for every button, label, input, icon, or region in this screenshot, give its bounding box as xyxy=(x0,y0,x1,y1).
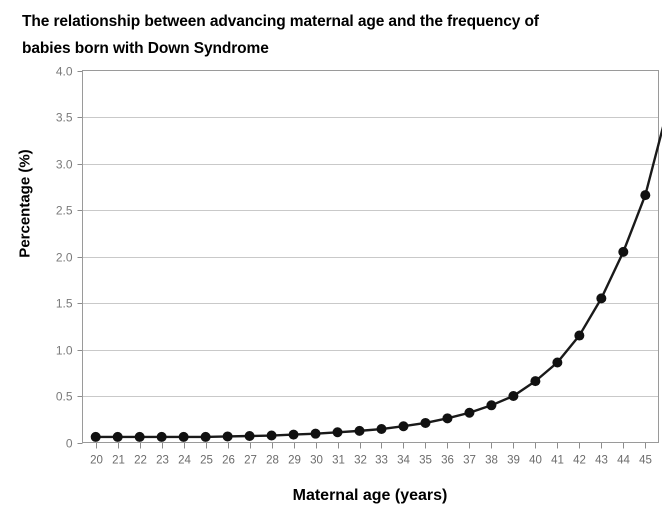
y-tick-label: 1.5 xyxy=(56,297,73,311)
data-point xyxy=(90,431,101,442)
data-point xyxy=(398,421,409,432)
x-tick-label: 20 xyxy=(90,455,103,467)
y-tick-label: 2.0 xyxy=(56,251,73,265)
data-point xyxy=(574,330,585,341)
x-tick-label: 21 xyxy=(112,455,125,467)
data-point xyxy=(288,429,299,440)
data-point xyxy=(376,424,387,435)
x-tick-label: 31 xyxy=(332,455,345,467)
x-tick-label: 38 xyxy=(485,455,498,467)
y-tick-label: 3.5 xyxy=(56,111,73,125)
x-tick-label: 26 xyxy=(222,455,235,467)
x-tick-label: 29 xyxy=(288,455,301,467)
x-tick-labels-group: 20 21 22 23 24 25 26 27 28 29 30 31 32 33 34 35 36 37 38 39… xyxy=(90,455,652,467)
data-point xyxy=(134,431,145,442)
data-point xyxy=(112,431,123,442)
y-tick-label: 4.0 xyxy=(56,65,73,79)
y-tick-label: 0.5 xyxy=(56,390,73,404)
gridlines-group xyxy=(82,117,659,397)
data-point xyxy=(420,417,431,428)
x-tick-label: 35 xyxy=(419,455,432,467)
y-tick-label: 1.0 xyxy=(56,344,73,358)
x-tick-label: 23 xyxy=(156,455,169,467)
data-point xyxy=(640,190,651,201)
data-point xyxy=(596,293,607,304)
x-tick-label: 40 xyxy=(529,455,542,467)
y-tick-label: 2.5 xyxy=(56,204,73,218)
x-tick-label: 43 xyxy=(595,455,608,467)
x-tick-label: 41 xyxy=(551,455,564,467)
data-point xyxy=(464,407,475,418)
x-tick-label: 32 xyxy=(354,455,367,467)
x-tick-label: 34 xyxy=(397,455,410,467)
chart-title-line-2: babies born with Down Syndrome xyxy=(22,40,269,57)
x-tick-label: 28 xyxy=(266,455,279,467)
x-tick-label: 22 xyxy=(134,455,147,467)
chart-title: The relationship between advancing mater… xyxy=(22,8,642,62)
data-point xyxy=(244,430,255,441)
x-axis-title: Maternal age (years) xyxy=(292,487,448,504)
data-point xyxy=(222,431,233,442)
data-point xyxy=(178,431,189,442)
x-tick-label: 45 xyxy=(639,455,652,467)
data-point xyxy=(552,357,563,368)
data-point xyxy=(618,246,629,257)
data-point xyxy=(200,431,211,442)
data-series-line xyxy=(94,126,662,439)
plot-frame xyxy=(81,69,660,444)
x-tickmarks-group xyxy=(96,442,646,449)
data-point xyxy=(530,376,541,387)
x-tick-label: 24 xyxy=(178,455,191,467)
x-tick-label: 42 xyxy=(573,455,586,467)
x-tick-label: 44 xyxy=(617,455,630,467)
data-point xyxy=(442,413,453,424)
data-point xyxy=(508,391,519,401)
data-point xyxy=(156,431,167,442)
data-points-group xyxy=(90,190,651,442)
data-point xyxy=(332,427,343,438)
y-tick-labels-group: 0 0.5 1.0 1.5 2.0 2.5 3.0 3.5 4.0 xyxy=(56,65,73,451)
data-point xyxy=(310,428,321,439)
data-point xyxy=(486,400,497,411)
data-point xyxy=(354,425,365,436)
x-tick-label: 36 xyxy=(441,455,454,467)
x-tick-label: 25 xyxy=(200,455,213,467)
x-tick-label: 30 xyxy=(310,455,323,467)
x-tick-label: 27 xyxy=(244,455,257,467)
data-point xyxy=(266,430,277,441)
chart-title-line-1: The relationship between advancing mater… xyxy=(22,13,539,30)
x-tick-label: 37 xyxy=(463,455,476,467)
y-tickmarks-group xyxy=(77,71,83,444)
x-tick-label: 33 xyxy=(375,455,388,467)
x-tick-label: 39 xyxy=(507,455,520,467)
y-tick-label: 0 xyxy=(66,437,73,451)
y-tick-label: 3.0 xyxy=(56,158,73,172)
